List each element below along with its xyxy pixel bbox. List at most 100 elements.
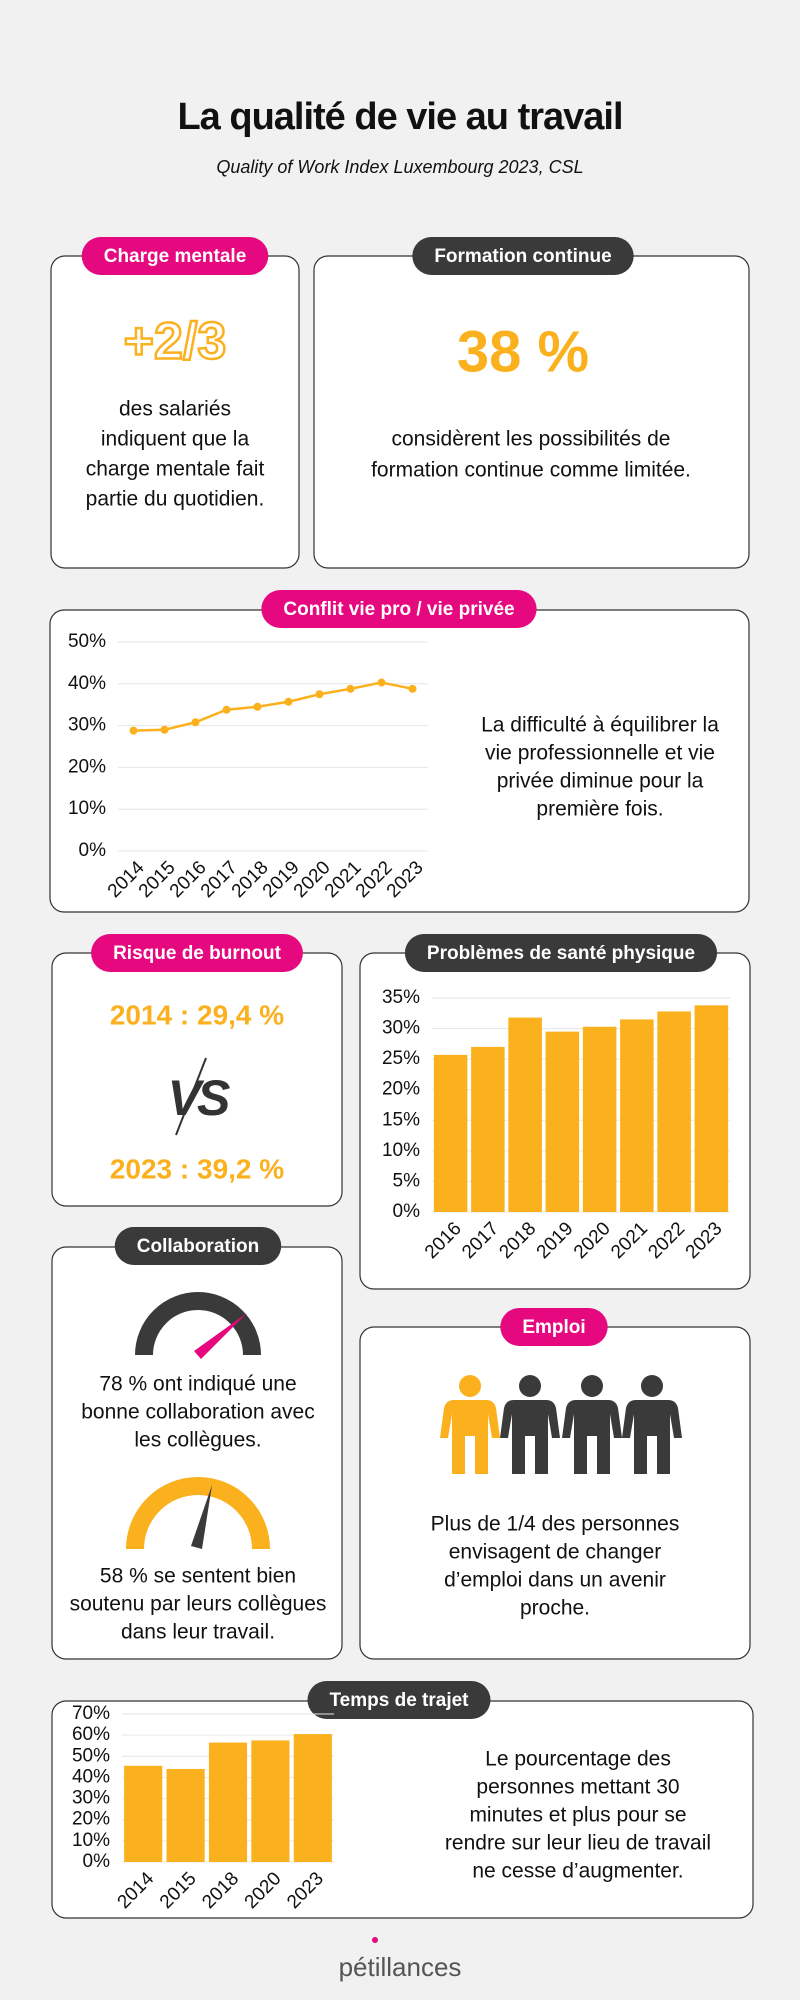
body-text: charge mentale fait: [86, 458, 265, 481]
bar: [582, 1026, 617, 1212]
y-tick-label: 35%: [382, 987, 420, 1008]
body-text: les collègues.: [134, 1429, 261, 1452]
body-text: formation continue comme limitée.: [371, 459, 691, 482]
body-text: proche.: [520, 1597, 590, 1620]
tag: Risque de burnout: [113, 943, 282, 964]
body-text: première fois.: [536, 798, 663, 821]
body-text: 58 % se sentent bien: [100, 1565, 296, 1588]
body-text: bonne collaboration avec: [81, 1401, 315, 1424]
point: [253, 702, 262, 711]
gauge: [135, 1292, 261, 1356]
bar: [620, 1019, 654, 1212]
bar: [433, 1054, 468, 1212]
body-text: Le pourcentage des: [485, 1748, 671, 1771]
point: [284, 697, 293, 706]
point: [129, 726, 138, 735]
body-text: ne cesse d’augmenter.: [472, 1860, 683, 1883]
figure: 2023 : 39,2 %: [110, 1153, 284, 1184]
y-tick-label: 0%: [83, 1851, 111, 1872]
y-tick-label: 20%: [382, 1079, 420, 1100]
body-text: Plus de 1/4 des personnes: [431, 1513, 680, 1536]
figure: +2/3: [124, 313, 227, 371]
y-tick-label: 30%: [382, 1018, 420, 1039]
subtitle: Quality of Work Index Luxembourg 2023, C…: [216, 157, 583, 177]
bar: [293, 1734, 332, 1862]
tag-pill: [404, 934, 718, 972]
tag: Collaboration: [137, 1236, 259, 1257]
logo-mark: [372, 1937, 378, 1943]
point: [408, 684, 417, 693]
y-tick-label: 70%: [72, 1703, 110, 1724]
logo: pétillances: [339, 1952, 462, 1982]
body-text: partie du quotidien.: [86, 488, 265, 511]
y-tick-label: 50%: [68, 631, 106, 652]
y-tick-label: 30%: [68, 715, 106, 736]
body-text: minutes et plus pour se: [469, 1804, 686, 1827]
vs: VS: [168, 1070, 230, 1126]
y-tick-label: 25%: [382, 1048, 420, 1069]
tag: Emploi: [522, 1317, 585, 1338]
bar: [657, 1011, 691, 1212]
figure: 2014 : 29,4 %: [110, 999, 284, 1030]
body-text: La difficulté à équilibrer la: [481, 714, 719, 737]
card: [313, 255, 750, 569]
point: [191, 718, 200, 727]
y-tick-label: 20%: [72, 1809, 110, 1830]
tag: Conflit vie pro / vie privée: [283, 599, 514, 620]
bar: [545, 1031, 580, 1212]
bar: [694, 1005, 729, 1212]
divider: [175, 1057, 207, 1136]
tag-pill: [91, 934, 303, 972]
body-text: 78 % ont indiqué une: [99, 1373, 296, 1396]
point: [222, 705, 231, 714]
gauge-needle: [191, 1485, 212, 1549]
y-tick-label: 50%: [72, 1745, 110, 1766]
tag: Temps de trajet: [329, 1690, 469, 1711]
body-text: dans leur travail.: [121, 1621, 275, 1644]
body-text: personnes mettant 30: [476, 1776, 679, 1799]
bar: [471, 1046, 505, 1212]
body-text: envisagent de changer: [449, 1541, 662, 1564]
y-tick-label: 40%: [68, 673, 106, 694]
tag-pill: [261, 590, 537, 628]
tag-pill: [114, 1227, 282, 1265]
point: [346, 684, 355, 693]
bar: [166, 1768, 205, 1862]
tag: Formation continue: [434, 246, 611, 267]
body-text: vie professionnelle et vie: [485, 742, 715, 765]
body-text: considèrent les possibilités de: [392, 428, 671, 451]
bar: [208, 1742, 248, 1862]
y-tick-label: 60%: [72, 1724, 110, 1745]
line: [133, 681, 413, 732]
point: [377, 678, 386, 687]
body-text: indiquent que la: [101, 428, 250, 451]
bar: [124, 1765, 163, 1862]
y-tick-label: 20%: [68, 756, 106, 777]
title: La qualité de vie au travail: [177, 96, 622, 138]
y-tick-label: 15%: [382, 1109, 420, 1130]
y-tick-label: 40%: [72, 1766, 110, 1787]
gauge-needle: [194, 1313, 247, 1359]
figure: 38 %: [457, 319, 589, 384]
point: [160, 725, 169, 734]
tag-pill: [500, 1308, 608, 1346]
bar: [508, 1017, 542, 1212]
tag-pill: [307, 1681, 491, 1719]
y-tick-label: 0%: [393, 1201, 421, 1222]
body-text: rendre sur leur lieu de travail: [445, 1832, 711, 1855]
tag: Charge mentale: [104, 246, 247, 267]
body-text: des salariés: [119, 398, 231, 421]
tag: Problèmes de santé physique: [427, 943, 695, 964]
y-tick-label: 30%: [72, 1788, 110, 1809]
tag-pill: [81, 237, 269, 275]
y-tick-label: 10%: [68, 798, 106, 819]
bar: [251, 1740, 290, 1862]
body-text: d’emploi dans un avenir: [444, 1569, 666, 1592]
y-tick-label: 10%: [72, 1830, 110, 1851]
y-tick-label: 5%: [393, 1170, 421, 1191]
body-text: soutenu par leurs collègues: [70, 1593, 327, 1616]
y-tick-label: 10%: [382, 1140, 420, 1161]
point: [315, 690, 324, 699]
